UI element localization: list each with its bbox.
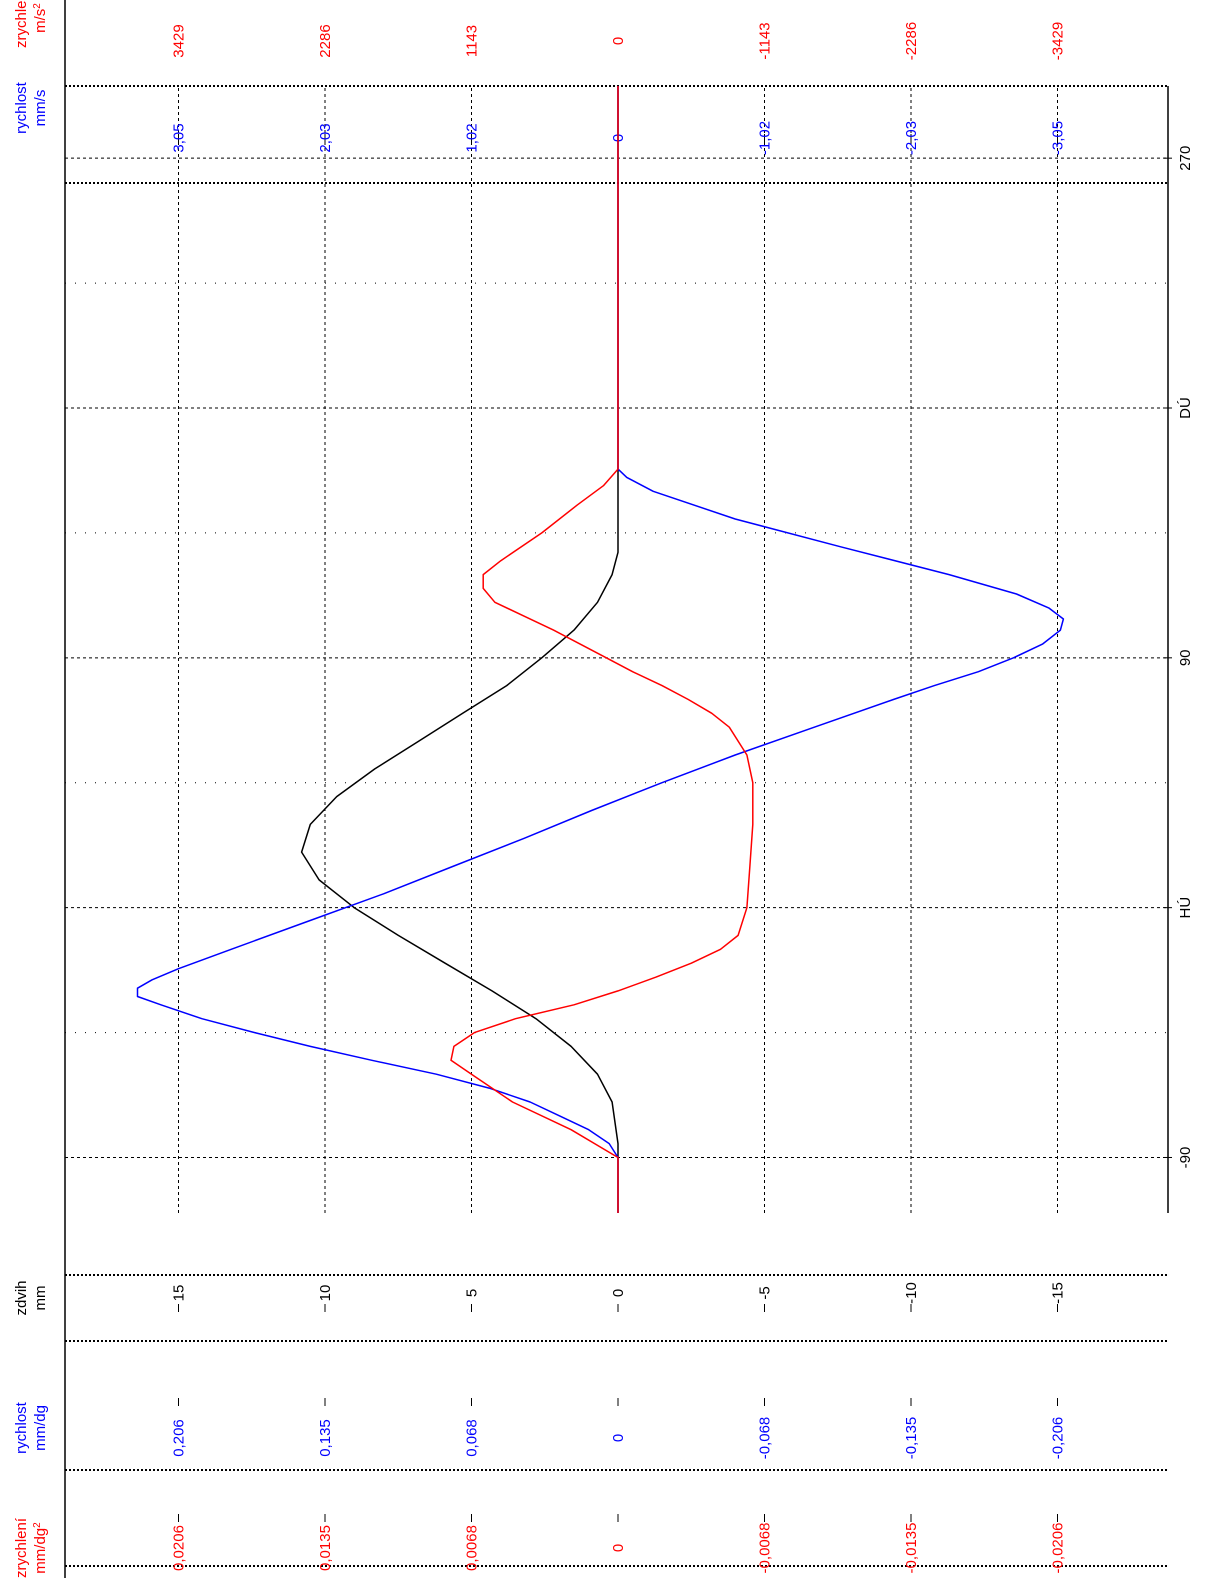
tick-label-zrychleni-mmdg2: -0,0135 bbox=[903, 1523, 920, 1574]
tick-label-rychlost-mmdg: 0,135 bbox=[317, 1419, 334, 1457]
tick-label-zrychleni-mmdg2: 0 bbox=[610, 1544, 627, 1552]
axis-title-rychlost-mmdg: rychlost bbox=[13, 1401, 30, 1454]
axis-unit-zrychleni-mmdg2: mm/dg2 bbox=[32, 1522, 50, 1574]
series-line-zdvih bbox=[300, 86, 619, 1213]
tick-label-rychlost-mmdg: -0,068 bbox=[757, 1417, 774, 1460]
axis-title-zdvih-mm: zdvih bbox=[13, 1280, 30, 1315]
tick-label-zdvih-mm: 5 bbox=[464, 1289, 481, 1297]
tick-label-zdvih-mm: -5 bbox=[757, 1286, 774, 1299]
tick-label-zrychleni-ms2: -3429 bbox=[1050, 22, 1067, 60]
tick-label-rychlost-mms: 2,03 bbox=[317, 123, 334, 152]
tick-label-rychlost-mmdg: 0,068 bbox=[464, 1419, 481, 1457]
rotated-chart-group: 0,0206 0,0135 0,0068 0 -0,0068 -0,0135 -0,0206… bbox=[13, 0, 1194, 1578]
tick-label-angle: DÚ bbox=[1177, 397, 1194, 419]
tick-label-zrychleni-ms2: 2286 bbox=[317, 24, 334, 57]
tick-label-zrychleni-ms2: -1143 bbox=[757, 22, 774, 59]
tick-label-rychlost-mmdg: -0,135 bbox=[903, 1417, 920, 1460]
tick-label-zrychleni-mmdg2: 0,0068 bbox=[464, 1525, 481, 1571]
series-lines bbox=[136, 86, 1065, 1213]
series-line-zrychleni bbox=[450, 86, 754, 1213]
tick-label-zdvih-mm: 15 bbox=[171, 1285, 188, 1302]
tick-label-angle: 270 bbox=[1177, 146, 1194, 171]
tick-label-zrychleni-ms2: -2286 bbox=[903, 22, 920, 60]
axis-bands bbox=[65, 85, 1168, 1567]
tick-labels: 0,0206 0,0135 0,0068 0 -0,0068 -0,0135 -0,0206… bbox=[171, 22, 1195, 1574]
axis-unit-zdvih-mm: mm bbox=[32, 1286, 49, 1311]
tick-label-rychlost-mms: -2,03 bbox=[903, 121, 920, 155]
tick-label-rychlost-mms: 1,02 bbox=[464, 123, 481, 152]
tick-label-rychlost-mmdg: -0,206 bbox=[1050, 1417, 1067, 1460]
tick-label-zdvih-mm: 10 bbox=[317, 1285, 334, 1302]
axis-title-zrychleni-ms2: zrychlení bbox=[13, 0, 30, 48]
tick-label-zrychleni-mmdg2: 0,0206 bbox=[171, 1525, 188, 1571]
tick-label-rychlost-mms: 3,05 bbox=[171, 123, 188, 152]
tick-label-zrychleni-ms2: 3429 bbox=[171, 24, 188, 57]
tick-label-zrychleni-mmdg2: 0,0135 bbox=[317, 1525, 334, 1571]
axis-unit-zrychleni-ms2: m/s2 bbox=[32, 3, 50, 33]
tick-label-angle: HÚ bbox=[1177, 897, 1194, 919]
tick-label-zdvih-mm: -15 bbox=[1050, 1282, 1067, 1304]
tick-label-zrychleni-mmdg2: -0,0068 bbox=[757, 1523, 774, 1574]
tick-label-zrychleni-mmdg2: -0,0206 bbox=[1050, 1523, 1067, 1574]
tick-label-angle: 90 bbox=[1177, 649, 1194, 666]
axis-title-zrychleni-mmdg2: zrychlení bbox=[13, 1517, 30, 1578]
grid bbox=[64, 0, 1169, 1578]
tick-label-zrychleni-ms2: 1143 bbox=[464, 25, 481, 57]
tick-label-angle: -90 bbox=[1177, 1147, 1194, 1169]
series-line-rychlost bbox=[136, 86, 1065, 1213]
axis-unit-superscript: 2 bbox=[32, 1522, 43, 1528]
axis-unit-superscript: 2 bbox=[32, 3, 43, 9]
axis-unit-rychlost-mms: mm/s bbox=[32, 90, 49, 127]
tick-label-rychlost-mmdg: 0,206 bbox=[171, 1419, 188, 1457]
tick-label-zdvih-mm: 0 bbox=[610, 1289, 627, 1297]
axis-title-rychlost-mms: rychlost bbox=[13, 81, 30, 134]
tick-label-zdvih-mm: -10 bbox=[903, 1282, 920, 1304]
axis-unit-rychlost-mmdg: mm/dg bbox=[32, 1405, 49, 1451]
tick-label-rychlost-mms: -1,02 bbox=[757, 121, 774, 155]
tick-label-rychlost-mms: -3,05 bbox=[1050, 121, 1067, 155]
tick-label-rychlost-mmdg: 0 bbox=[610, 1434, 627, 1442]
tick-label-zrychleni-ms2: 0 bbox=[610, 37, 627, 45]
